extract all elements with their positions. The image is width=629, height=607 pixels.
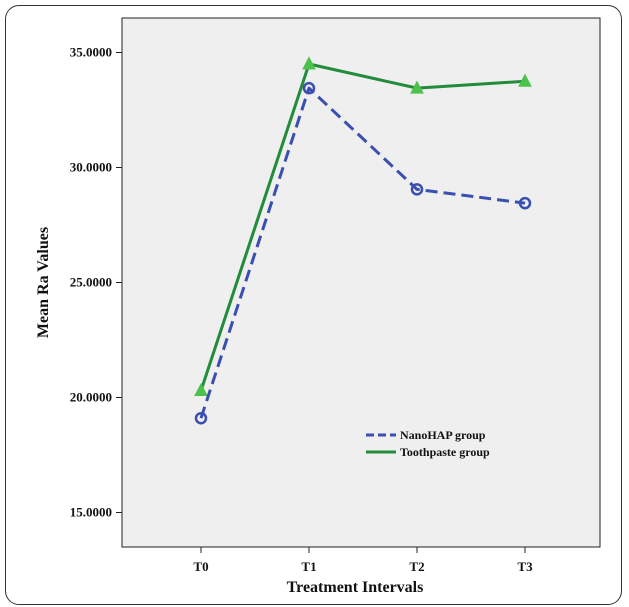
legend-label: NanoHAP group	[400, 428, 486, 442]
data-point	[194, 411, 208, 425]
legend-label: Toothpaste group	[400, 445, 490, 459]
x-axis: T0 T1 T2 T3	[193, 547, 533, 574]
y-axis-title: Mean Ra Values	[35, 227, 52, 338]
x-tick-label: T0	[193, 559, 208, 574]
plot-area	[121, 17, 601, 548]
data-point	[410, 80, 424, 94]
y-tick-label: 20.0000	[70, 390, 112, 405]
data-point	[302, 56, 316, 70]
x-axis-title: Treatment Intervals	[287, 579, 424, 596]
y-tick-label: 35.0000	[70, 45, 112, 60]
y-tick-label: 30.0000	[70, 160, 112, 175]
series-line	[199, 62, 526, 392]
data-point	[194, 382, 208, 397]
data-point	[518, 196, 532, 210]
y-tick-label: 25.0000	[70, 275, 112, 290]
y-tick-label: 15.0000	[70, 505, 112, 520]
series-layer	[194, 56, 532, 425]
data-point	[410, 183, 424, 196]
x-tick-label: T2	[409, 559, 424, 574]
data-point	[302, 81, 316, 95]
y-axis: 15.0000 20.0000 25.0000 30.0000 35.0000	[70, 45, 122, 520]
x-tick-label: T3	[517, 559, 533, 574]
legend: NanoHAP group Toothpaste group	[366, 428, 490, 459]
series-line	[199, 86, 526, 419]
x-tick-label: T1	[301, 559, 316, 574]
data-point	[518, 73, 532, 87]
